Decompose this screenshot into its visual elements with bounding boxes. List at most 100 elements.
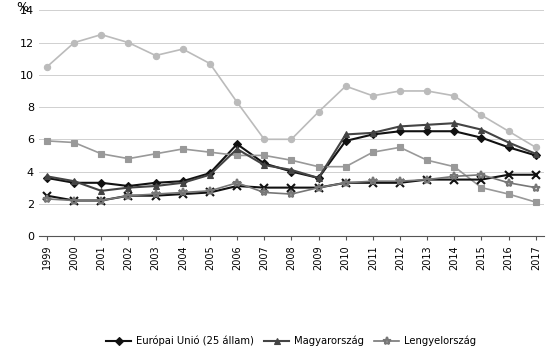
Line: Szlovákia: Szlovákia (44, 32, 539, 151)
Szlovákia (125, 41, 132, 45)
Csehország (451, 164, 458, 169)
Európai Unió (25 állam) (451, 129, 458, 133)
Szlovákia (315, 110, 322, 114)
Magyarország (261, 163, 268, 167)
Európai Unió (25 állam) (424, 129, 431, 133)
Magyarország (71, 179, 78, 183)
Lengyelország (206, 189, 213, 193)
Szlovákia (370, 94, 376, 98)
Magyarország (532, 152, 539, 156)
Lengyelország (234, 181, 240, 185)
Szlovákia (44, 65, 51, 69)
Csehország (505, 192, 512, 196)
Magyarország (451, 121, 458, 125)
Text: %: % (16, 1, 28, 14)
Európai Unió (25 állam) (179, 179, 186, 183)
Csehország (206, 150, 213, 154)
Line: Európai Unió (25 állam): Európai Unió (25 állam) (44, 128, 539, 189)
Európai Unió (25 állam) (288, 169, 295, 174)
Ausztria (532, 173, 539, 177)
Magyarország (152, 184, 159, 188)
Lengyelország (71, 198, 78, 203)
Szlovákia (505, 129, 512, 133)
Szlovákia (98, 33, 105, 37)
Szlovákia (424, 89, 431, 93)
Ausztria (397, 181, 403, 185)
Lengyelország (315, 186, 322, 190)
Európai Unió (25 állam) (397, 129, 403, 133)
Szlovákia (261, 137, 268, 141)
Lengyelország (532, 186, 539, 190)
Szlovákia (532, 145, 539, 150)
Európai Unió (25 állam) (505, 145, 512, 150)
Ausztria (288, 186, 295, 190)
Line: Ausztria: Ausztria (43, 171, 540, 205)
Európai Unió (25 állam) (125, 184, 132, 188)
Ausztria (261, 186, 268, 190)
Ausztria (505, 173, 512, 177)
Csehország (315, 164, 322, 169)
Európai Unió (25 állam) (206, 171, 213, 175)
Magyarország (179, 181, 186, 185)
Line: Csehország: Csehország (44, 138, 539, 205)
Ausztria (451, 178, 458, 182)
Magyarország (315, 176, 322, 180)
Magyarország (505, 141, 512, 145)
Európai Unió (25 állam) (532, 153, 539, 158)
Lengyelország (288, 192, 295, 196)
Csehország (424, 158, 431, 162)
Európai Unió (25 állam) (315, 176, 322, 180)
Ausztria (71, 198, 78, 203)
Lengyelország (342, 181, 349, 185)
Lengyelország (152, 192, 159, 196)
Line: Lengyelország: Lengyelország (43, 171, 540, 205)
Szlovákia (71, 41, 78, 45)
Magyarország (342, 133, 349, 137)
Lengyelország (125, 194, 132, 198)
Európai Unió (25 állam) (234, 142, 240, 146)
Magyarország (478, 128, 485, 132)
Ausztria (179, 192, 186, 196)
Legend: Európai Unió (25 állam), Csehország, Magyarország, Ausztria, Lengyelország, Szlo: Európai Unió (25 állam), Csehország, Mag… (107, 336, 476, 347)
Ausztria (98, 198, 105, 203)
Csehország (71, 141, 78, 145)
Ausztria (125, 194, 132, 198)
Ausztria (234, 184, 240, 188)
Magyarország (234, 147, 240, 151)
Európai Unió (25 állam) (152, 181, 159, 185)
Csehország (98, 152, 105, 156)
Ausztria (206, 191, 213, 195)
Lengyelország (261, 191, 268, 195)
Line: Magyarország: Magyarország (43, 120, 539, 194)
Csehország (342, 164, 349, 169)
Magyarország (98, 189, 105, 193)
Lengyelország (98, 198, 105, 203)
Európai Unió (25 állam) (478, 136, 485, 140)
Ausztria (424, 178, 431, 182)
Magyarország (288, 168, 295, 172)
Lengyelország (478, 173, 485, 177)
Szlovákia (152, 53, 159, 58)
Ausztria (342, 181, 349, 185)
Ausztria (370, 181, 376, 185)
Csehország (532, 200, 539, 204)
Csehország (288, 158, 295, 162)
Lengyelország (397, 179, 403, 183)
Szlovákia (397, 89, 403, 93)
Szlovákia (179, 47, 186, 51)
Európai Unió (25 állam) (98, 181, 105, 185)
Lengyelország (44, 197, 51, 201)
Lengyelország (505, 181, 512, 185)
Európai Unió (25 állam) (71, 181, 78, 185)
Csehország (370, 150, 376, 154)
Szlovákia (451, 94, 458, 98)
Lengyelország (179, 191, 186, 195)
Lengyelország (451, 174, 458, 178)
Lengyelország (370, 179, 376, 183)
Szlovákia (342, 84, 349, 88)
Csehország (179, 147, 186, 151)
Csehország (397, 145, 403, 150)
Csehország (125, 156, 132, 161)
Magyarország (206, 173, 213, 177)
Magyarország (125, 186, 132, 190)
